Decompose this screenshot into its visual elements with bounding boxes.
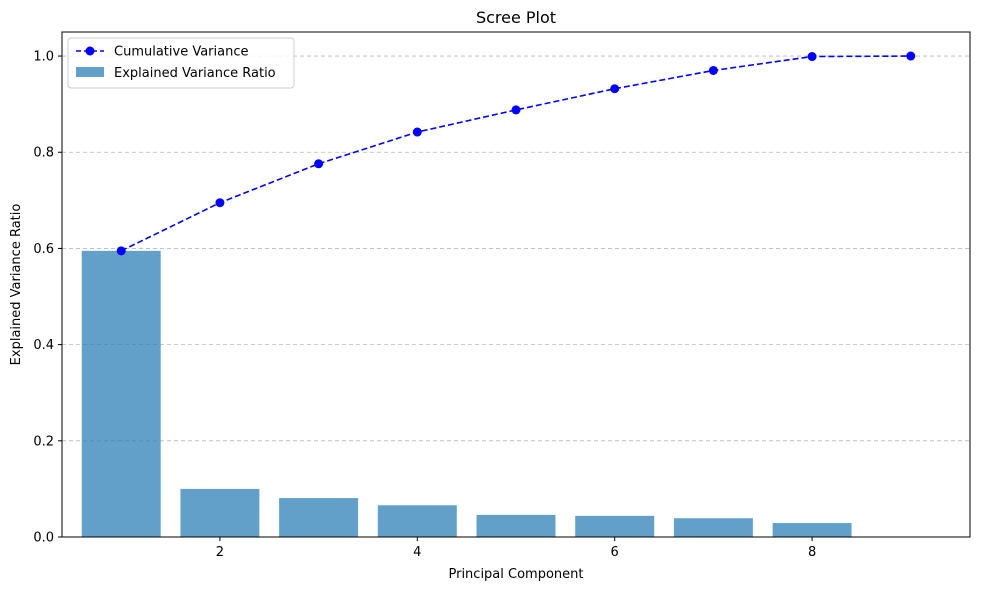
- cumulative-point: [116, 246, 126, 256]
- variance-bar: [476, 514, 556, 537]
- legend-bar-swatch: [76, 67, 104, 77]
- variance-bar: [180, 488, 260, 537]
- bars-layer: [81, 250, 951, 538]
- x-tick-label: 4: [413, 545, 421, 560]
- line-layer: [116, 51, 916, 256]
- variance-bar: [377, 505, 457, 537]
- y-tick-label: 0.0: [33, 531, 54, 546]
- x-tick-label: 6: [611, 545, 619, 560]
- cumulative-point: [215, 198, 225, 208]
- cumulative-line: [120, 55, 911, 252]
- y-tick-label: 0.8: [33, 146, 54, 161]
- variance-bar: [575, 515, 655, 537]
- y-tick-label: 0.4: [33, 338, 54, 353]
- cumulative-point: [511, 105, 521, 115]
- cumulative-point: [708, 65, 718, 75]
- legend-box: [67, 37, 295, 89]
- variance-bar: [279, 498, 359, 537]
- chart-title: Scree Plot: [476, 8, 556, 27]
- variance-bar: [772, 523, 852, 537]
- y-axis-label: Explained Variance Ratio: [9, 204, 24, 366]
- y-tick-label: 0.2: [33, 434, 54, 449]
- cumulative-point: [412, 127, 422, 137]
- legend-label-cumulative: Cumulative Variance: [114, 45, 249, 60]
- legend: Cumulative Variance Explained Variance R…: [67, 37, 295, 89]
- y-tick-label: 1.0: [33, 50, 54, 65]
- legend-label-explained: Explained Variance Ratio: [114, 66, 276, 81]
- ticks-layer: 0.0 0.2 0.4 0.6 0.8 1.0 2 4 6 8: [33, 50, 816, 560]
- variance-bar: [673, 518, 753, 537]
- cumulative-point: [906, 51, 916, 61]
- x-tick-label: 8: [808, 545, 816, 560]
- x-tick-label: 2: [216, 545, 224, 560]
- plot-frame: [61, 31, 971, 538]
- cumulative-point: [807, 52, 817, 62]
- cumulative-point: [314, 159, 324, 169]
- cumulative-point: [610, 84, 620, 94]
- variance-bar: [81, 250, 161, 538]
- y-tick-label: 0.6: [33, 242, 54, 257]
- x-axis-label: Principal Component: [448, 567, 583, 582]
- legend-marker-swatch: [85, 46, 95, 56]
- grid-layer: [62, 55, 970, 538]
